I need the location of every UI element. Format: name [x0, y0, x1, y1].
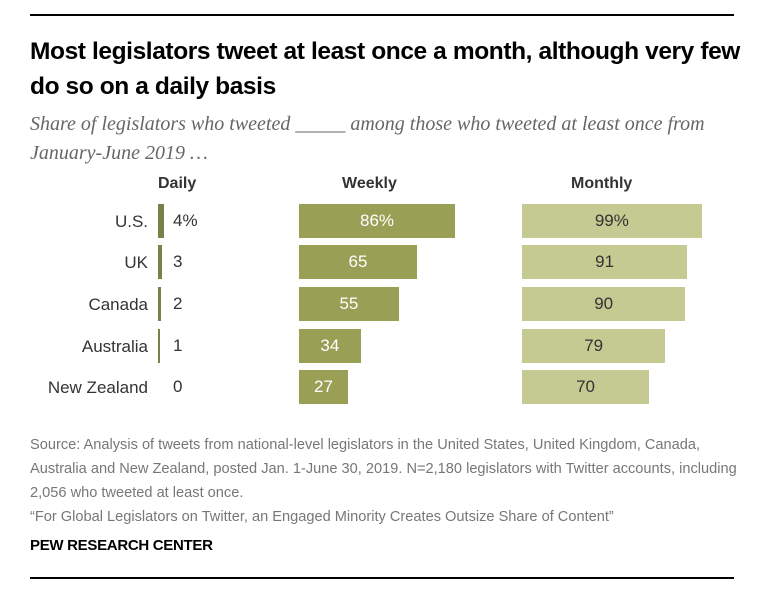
data-label-daily: 2: [173, 294, 183, 313]
data-label-weekly: 55: [339, 294, 359, 313]
data-label-daily: 1: [173, 336, 183, 355]
bar-weekly: [299, 204, 456, 238]
data-label-weekly: 34: [320, 336, 340, 355]
data-label-daily: 0: [173, 377, 183, 396]
data-label-weekly: 65: [348, 252, 368, 271]
bar-weekly: [299, 329, 361, 363]
bar-daily: [158, 245, 163, 279]
bar-weekly: [299, 287, 399, 321]
bar-monthly: [522, 329, 666, 363]
bar-daily: [158, 287, 162, 321]
pew-logo-text: PEW RESEARCH CENTER: [30, 537, 213, 554]
bottom-rule: [30, 577, 734, 579]
bar-weekly: [299, 370, 348, 404]
bar-daily: [158, 329, 160, 363]
chart-subtitle: Share of legislators who tweeted _____ a…: [30, 113, 705, 164]
category-label: UK: [124, 253, 148, 272]
data-label-weekly: 86%: [360, 211, 395, 230]
data-label-monthly: 79: [584, 336, 604, 355]
category-label: Canada: [88, 295, 148, 314]
data-label-monthly: 70: [576, 377, 595, 396]
column-header-weekly: Weekly: [342, 175, 397, 192]
report-title: “For Global Legislators on Twitter, an E…: [30, 509, 614, 525]
chart-title: Most legislators tweet at least once a m…: [30, 38, 740, 100]
data-label-daily: 4%: [173, 211, 198, 230]
column-header-daily: Daily: [158, 175, 197, 192]
category-label: New Zealand: [47, 378, 148, 397]
bar-monthly: [522, 204, 702, 238]
category-label: U.S.: [114, 212, 148, 231]
data-label-monthly: 90: [594, 294, 614, 313]
category-label: Australia: [81, 337, 148, 356]
bar-monthly: [522, 370, 650, 404]
top-rule: [30, 14, 734, 16]
bar-monthly: [522, 245, 688, 279]
data-label-daily: 3: [173, 252, 183, 271]
data-label-weekly: 27: [314, 377, 333, 396]
bar-monthly: [522, 287, 686, 321]
bar-daily: [158, 204, 164, 238]
data-label-monthly: 99%: [594, 211, 629, 230]
bar-weekly: [299, 245, 417, 279]
source-note: Source: Analysis of tweets from national…: [30, 433, 750, 529]
source-text: Source: Analysis of tweets from national…: [30, 437, 737, 501]
data-label-monthly: 91: [595, 252, 615, 271]
column-header-monthly: Monthly: [571, 175, 633, 192]
